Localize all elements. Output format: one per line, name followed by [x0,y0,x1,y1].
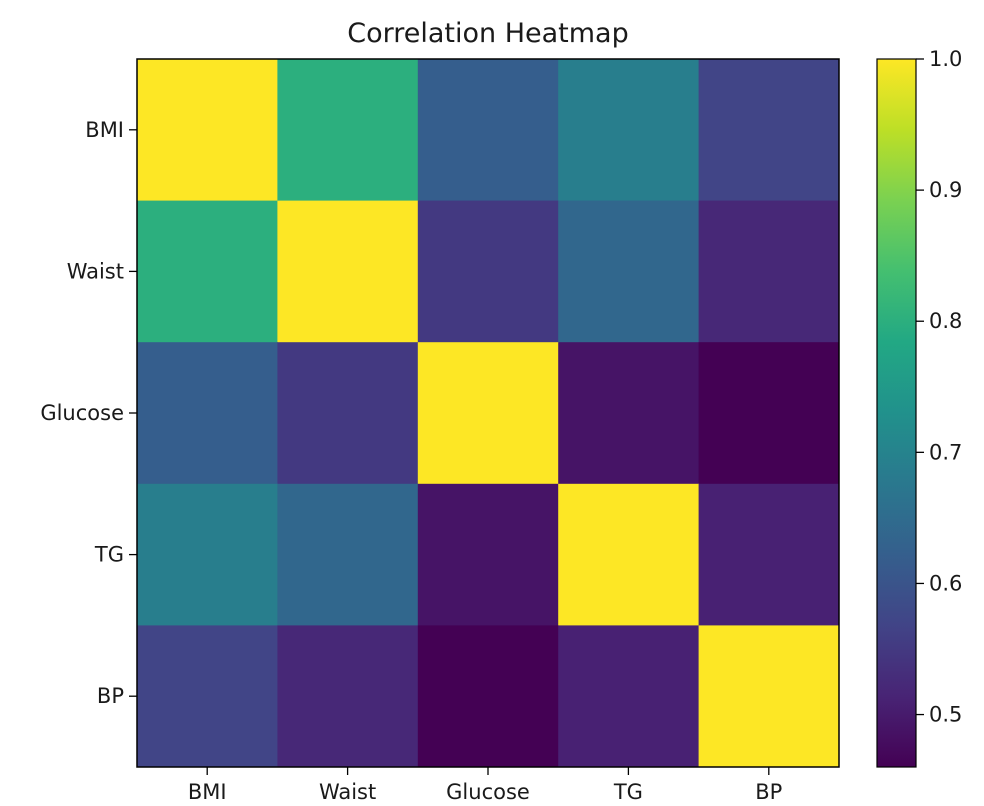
heatmap-cell [417,200,559,343]
heatmap-cell [137,200,278,343]
y-axis: BMI Waist Glucose TG BP [40,118,137,708]
heatmap-cells [137,59,840,768]
heatmap-cell [277,59,419,202]
colorbar-tick-label: 1.0 [929,47,962,71]
heatmap-cell [558,342,700,485]
heatmap-cell [417,625,559,768]
heatmap-cell [698,59,840,202]
colorbar-tick-label: 0.8 [929,309,962,333]
heatmap-cell [558,59,700,202]
colorbar [876,58,917,768]
colorbar-axis: 0.5 0.6 0.7 0.8 0.9 1.0 [916,47,962,727]
y-tick-label: Waist [67,259,124,283]
colorbar-tick-label: 0.6 [929,571,962,595]
heatmap-cell [558,483,700,626]
x-tick-label: BP [755,780,782,804]
heatmap-cell [698,483,840,626]
heatmap-cell [137,625,278,768]
heatmap-cell [698,625,840,768]
heatmap-cell [277,625,419,768]
y-tick-label: BMI [85,118,124,142]
x-tick-label: Waist [319,780,376,804]
y-tick-label: TG [94,543,124,567]
colorbar-tick-label: 0.7 [929,440,962,464]
x-tick-label: BMI [188,780,227,804]
heatmap-cell [698,200,840,343]
heatmap-cell [137,342,278,485]
x-tick-label: Glucose [446,780,530,804]
heatmap-cell [137,483,278,626]
heatmap-cell [417,59,559,202]
chart-title: Correlation Heatmap [347,18,629,49]
heatmap-cell [277,483,419,626]
heatmap-cell [558,200,700,343]
heatmap-cell [417,342,559,485]
x-axis: BMI Waist Glucose TG BP [188,767,782,804]
x-tick-label: TG [613,780,643,804]
heatmap-cell [137,59,278,202]
colorbar-tick-label: 0.5 [929,703,962,727]
heatmap-cell [277,200,419,343]
heatmap-cell [558,625,700,768]
y-tick-label: Glucose [40,401,124,425]
heatmap-cell [698,342,840,485]
y-tick-label: BP [97,684,124,708]
colorbar-tick-label: 0.9 [929,178,962,202]
heatmap-cell [277,342,419,485]
heatmap-cell [417,483,559,626]
